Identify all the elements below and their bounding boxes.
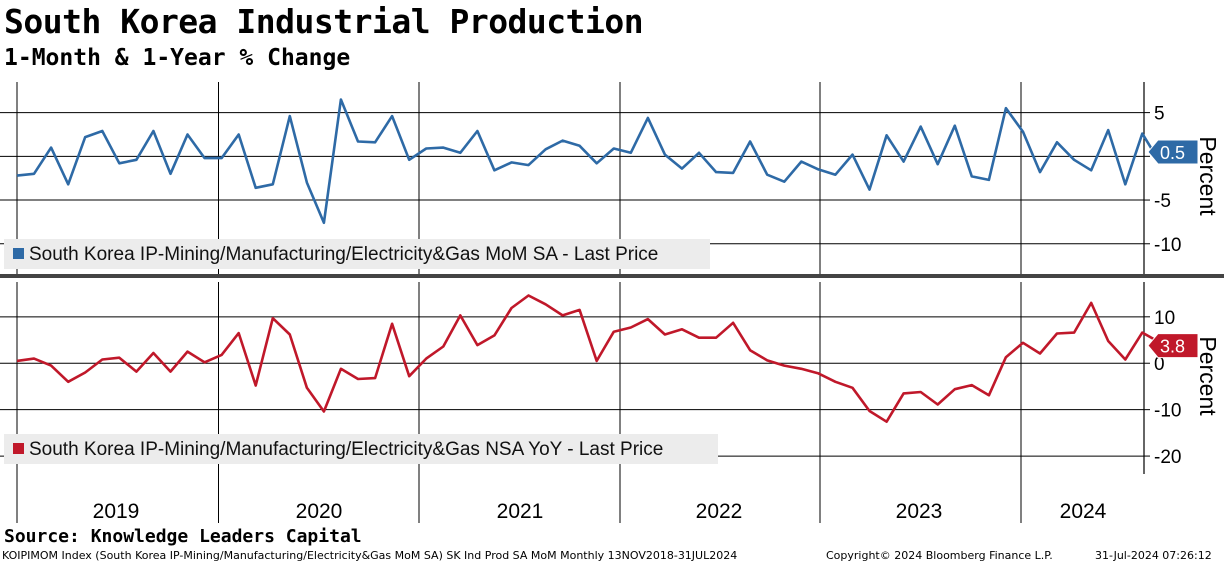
mom-series-line (16, 98, 1178, 225)
yoy-ytick-label: -20 (1154, 447, 1181, 468)
mom-legend-box (4, 239, 710, 269)
footer-timestamp: 31-Jul-2024 07:26:12 (1095, 549, 1212, 562)
yoy-last-value-badge (1147, 333, 1199, 359)
yoy-yaxis-label: Percent (1195, 336, 1221, 416)
mom-legend-label: South Korea IP-Mining/Manufacturing/Elec… (29, 244, 658, 265)
yoy-ytick-label: 0 (1154, 354, 1165, 375)
yoy-ytick-label: 10 (1154, 308, 1175, 329)
mom-legend-swatch (13, 248, 24, 259)
mom-ytick-label: -5 (1154, 191, 1171, 212)
mom-last-value-badge (1147, 139, 1199, 165)
xtick-year-2020: 2020 (296, 500, 343, 523)
yoy-ytick-label: -10 (1154, 401, 1181, 422)
xtick-year-2024: 2024 (1060, 500, 1107, 523)
panel-separator (0, 274, 1224, 278)
mom-last-value-label: 0.5 (1160, 143, 1185, 163)
xtick-year-2022: 2022 (696, 500, 743, 523)
footer-copyright: Copyright© 2024 Bloomberg Finance L.P. (826, 549, 1053, 562)
yoy-legend-swatch (13, 443, 24, 454)
mom-ytick-label: 5 (1154, 104, 1165, 125)
yoy-legend-box (4, 434, 718, 464)
xtick-year-2023: 2023 (896, 500, 943, 523)
mom-ytick-label: -10 (1154, 235, 1181, 256)
yoy-legend-label: South Korea IP-Mining/Manufacturing/Elec… (29, 439, 663, 460)
xtick-year-2021: 2021 (497, 500, 544, 523)
yoy-series-line (16, 294, 1177, 424)
source-note: Source: Knowledge Leaders Capital (4, 526, 362, 547)
chart-subtitle: 1-Month & 1-Year % Change (4, 45, 351, 71)
xtick-year-2019: 2019 (93, 500, 140, 523)
yoy-last-value-label: 3.8 (1160, 337, 1185, 357)
chart-title: South Korea Industrial Production (4, 2, 644, 41)
footer-index-info: KOIPIMOM Index (South Korea IP-Mining/Ma… (2, 549, 738, 562)
mom-yaxis-label: Percent (1195, 136, 1221, 216)
